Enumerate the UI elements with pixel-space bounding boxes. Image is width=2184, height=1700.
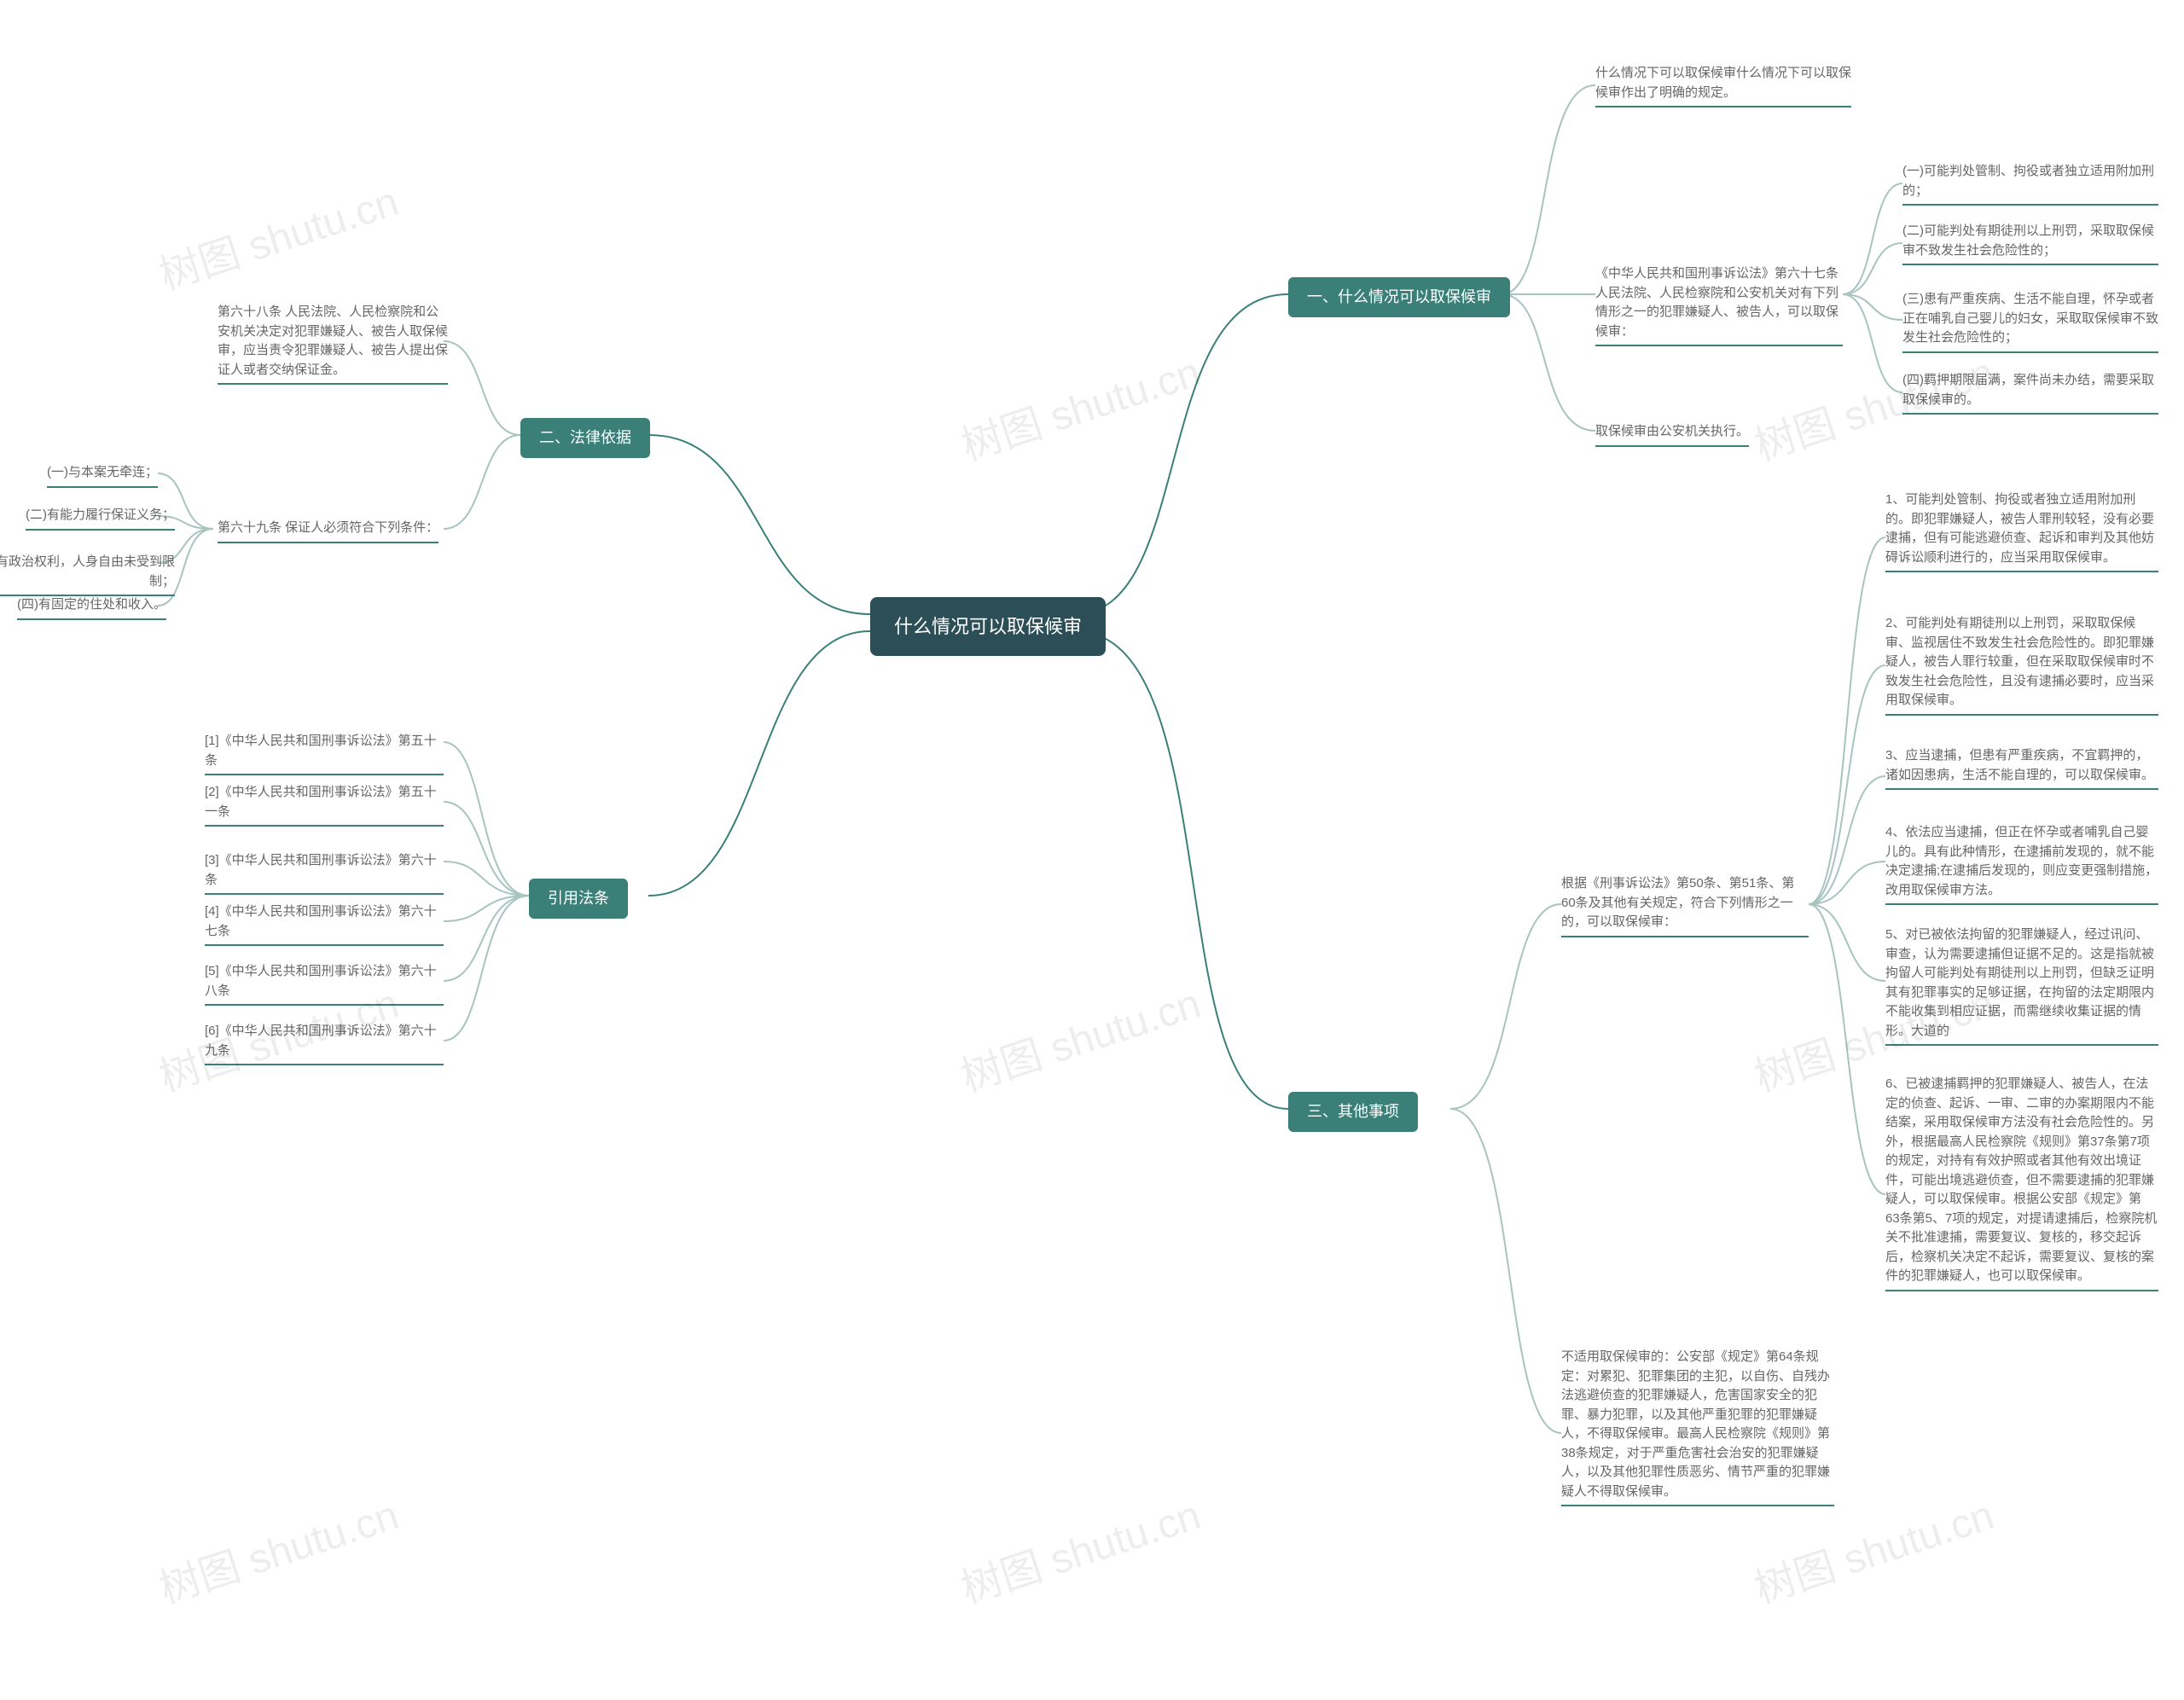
b3-c2[interactable]: 不适用取保候审的：公安部《规定》第64条规定：对累犯、犯罪集团的主犯，以自伤、自… xyxy=(1561,1348,1834,1506)
b2-c2-g1[interactable]: (一)与本案无牵连； xyxy=(47,463,158,488)
b4-c1[interactable]: [1]《中华人民共和国刑事诉讼法》第五十条 xyxy=(205,732,444,775)
branch-2-label: 二、法律依据 xyxy=(539,429,631,446)
b4-c6[interactable]: [6]《中华人民共和国刑事诉讼法》第六十九条 xyxy=(205,1022,444,1065)
b2-c2-g3[interactable]: (三)享有政治权利，人身自由未受到限制； xyxy=(0,553,175,596)
branch-1[interactable]: 一、什么情况可以取保候审 xyxy=(1288,277,1510,317)
watermark: 树图 shutu.cn xyxy=(150,1482,404,1615)
b2-c2-g2[interactable]: (二)有能力履行保证义务； xyxy=(26,506,175,531)
branch-4-label: 引用法条 xyxy=(548,890,609,907)
b3-c1-g6[interactable]: 6、已被逮捕羁押的犯罪嫌疑人、被告人，在法定的侦查、起诉、一审、二审的办案期限内… xyxy=(1885,1075,2158,1291)
root-label: 什么情况可以取保候审 xyxy=(894,616,1082,637)
b3-c1-g2[interactable]: 2、可能判处有期徒刑以上刑罚，采取取保候审、监视居住不致发生社会危险性的。即犯罪… xyxy=(1885,614,2158,716)
branch-2[interactable]: 二、法律依据 xyxy=(520,418,650,458)
branch-4[interactable]: 引用法条 xyxy=(529,879,628,919)
b4-c3[interactable]: [3]《中华人民共和国刑事诉讼法》第六十条 xyxy=(205,851,444,895)
root-node[interactable]: 什么情况可以取保候审 xyxy=(870,597,1106,656)
b2-c2[interactable]: 第六十九条 保证人必须符合下列条件： xyxy=(218,519,439,543)
b1-c1[interactable]: 什么情况下可以取保候审什么情况下可以取保候审作出了明确的规定。 xyxy=(1595,64,1851,107)
branch-3[interactable]: 三、其他事项 xyxy=(1288,1092,1418,1132)
branch-1-label: 一、什么情况可以取保候审 xyxy=(1307,288,1491,305)
b2-c1[interactable]: 第六十八条 人民法院、人民检察院和公安机关决定对犯罪嫌疑人、被告人取保候审，应当… xyxy=(218,303,448,385)
watermark: 树图 shutu.cn xyxy=(952,339,1206,472)
b1-c3[interactable]: 取保候审由公安机关执行。 xyxy=(1595,422,1749,447)
b4-c2[interactable]: [2]《中华人民共和国刑事诉讼法》第五十一条 xyxy=(205,783,444,827)
b1-c2[interactable]: 《中华人民共和国刑事诉讼法》第六十七条人民法院、人民检察院和公安机关对有下列情形… xyxy=(1595,264,1843,346)
b3-c1-g3[interactable]: 3、应当逮捕，但患有严重疾病，不宜羁押的，诸如因患病，生活不能自理的，可以取保候… xyxy=(1885,746,2158,790)
b4-c5[interactable]: [5]《中华人民共和国刑事诉讼法》第六十八条 xyxy=(205,962,444,1006)
watermark: 树图 shutu.cn xyxy=(952,970,1206,1103)
watermark: 树图 shutu.cn xyxy=(150,168,404,301)
b1-c2-g3[interactable]: (三)患有严重疾病、生活不能自理，怀孕或者正在哺乳自己婴儿的妇女，采取取保候审不… xyxy=(1902,290,2158,353)
b2-c2-g4[interactable]: (四)有固定的住处和收入。 xyxy=(17,595,166,620)
b1-c2-g4[interactable]: (四)羁押期限届满，案件尚未办结，需要采取取保候审的。 xyxy=(1902,371,2158,415)
b1-c2-g2[interactable]: (二)可能判处有期徒刑以上刑罚，采取取保候审不致发生社会危险性的； xyxy=(1902,222,2158,265)
branch-3-label: 三、其他事项 xyxy=(1307,1103,1399,1120)
b3-c1-g1[interactable]: 1、可能判处管制、拘役或者独立适用附加刑的。即犯罪嫌疑人，被告人罪刑较轻，没有必… xyxy=(1885,490,2158,572)
b1-c2-g1[interactable]: (一)可能判处管制、拘役或者独立适用附加刑的； xyxy=(1902,162,2158,206)
b3-c1-g5[interactable]: 5、对已被依法拘留的犯罪嫌疑人，经过讯问、审查，认为需要逮捕但证据不足的。这是指… xyxy=(1885,925,2158,1046)
b3-c1-g4[interactable]: 4、依法应当逮捕，但正在怀孕或者哺乳自己婴儿的。具有此种情形，在逮捕前发现的，就… xyxy=(1885,823,2158,905)
b4-c4[interactable]: [4]《中华人民共和国刑事诉讼法》第六十七条 xyxy=(205,902,444,946)
watermark: 树图 shutu.cn xyxy=(952,1482,1206,1615)
edges-layer xyxy=(0,0,2184,1700)
b3-c1[interactable]: 根据《刑事诉讼法》第50条、第51条、第60条及其他有关规定，符合下列情形之一的… xyxy=(1561,874,1809,937)
